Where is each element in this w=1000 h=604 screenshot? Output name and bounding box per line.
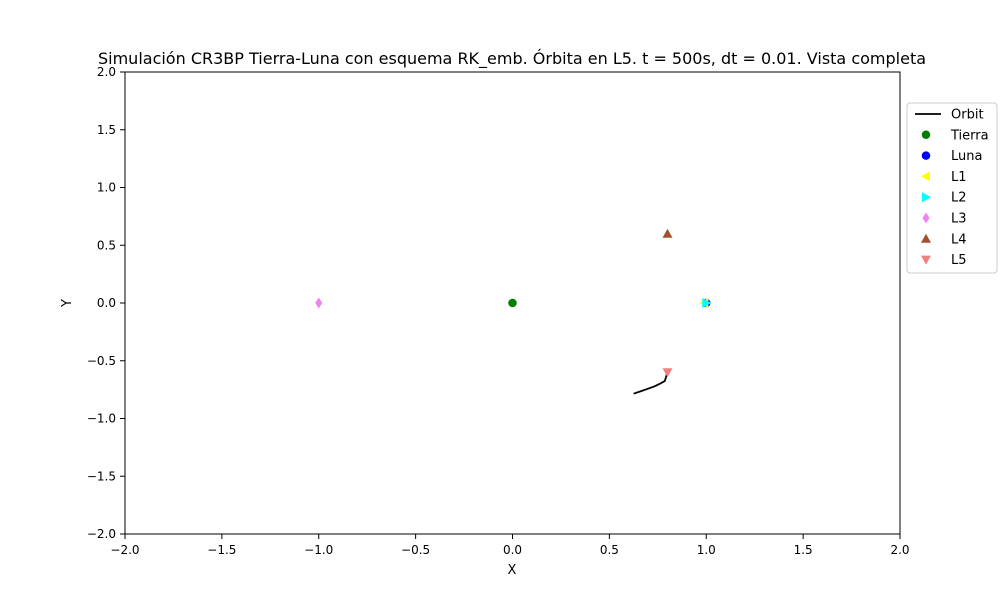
- legend-label-tierra: Tierra: [950, 128, 989, 143]
- y-tick-label: −1.0: [87, 412, 116, 426]
- x-tick-label: 1.0: [697, 543, 716, 557]
- y-tick-label: 1.5: [97, 123, 116, 137]
- x-axis-label: X: [508, 563, 517, 578]
- y-tick-label: −2.0: [87, 527, 116, 541]
- x-tick-label: 0.0: [503, 543, 522, 557]
- point-l5: [662, 368, 673, 378]
- y-tick-label: −0.5: [87, 354, 116, 368]
- legend-label-l2: L2: [951, 191, 967, 206]
- orbit-layer: [633, 372, 669, 395]
- points-layer: [315, 228, 712, 378]
- y-tick-label: 0.5: [97, 238, 116, 252]
- legend-swatch-l4: [921, 233, 931, 243]
- legend-swatch-tierra: [921, 130, 931, 140]
- legend-label-l4: L4: [951, 232, 967, 247]
- legend: Orbit Tierra Luna L1 L2 L3 L4 L5: [906, 102, 998, 274]
- legend-label-orbit: Orbit: [951, 108, 984, 123]
- x-axis-ticks: −2.0 −1.5 −1.0 −0.5 0.0 0.5 1.0 1.5 2.0: [110, 534, 910, 557]
- y-axis-ticks: −2.0 −1.5 −1.0 −0.5 0.0 0.5 1.0 1.5 2.0: [87, 65, 125, 541]
- legend-swatch-l1: [921, 171, 930, 182]
- legend-label-l3: L3: [951, 212, 967, 227]
- y-tick-label: 1.0: [97, 181, 116, 195]
- chart-title: Simulación CR3BP Tierra-Luna con esquema…: [98, 49, 926, 69]
- legend-swatch-l2: [922, 192, 931, 203]
- legend-swatch-l3: [922, 212, 930, 224]
- point-l4: [662, 228, 673, 238]
- y-tick-label: 0.0: [97, 296, 116, 310]
- x-tick-label: −1.0: [304, 543, 333, 557]
- y-tick-label: −1.5: [87, 469, 116, 483]
- point-l2: [702, 298, 712, 308]
- point-tierra: [508, 298, 517, 308]
- y-tick-label: 2.0: [97, 65, 116, 79]
- legend-swatch-luna: [921, 151, 931, 160]
- y-axis-label: Y: [60, 299, 75, 308]
- orbit-line: [633, 372, 669, 395]
- legend-label-luna: Luna: [951, 149, 982, 164]
- legend-label-l1: L1: [951, 170, 967, 185]
- legend-label-l5: L5: [951, 253, 967, 268]
- x-tick-label: 1.5: [794, 543, 813, 557]
- x-tick-label: 0.5: [600, 543, 619, 557]
- legend-box: [906, 102, 998, 274]
- point-l3: [315, 297, 323, 309]
- legend-swatch-l5: [921, 255, 931, 265]
- x-tick-label: −0.5: [401, 543, 430, 557]
- x-tick-label: 2.0: [890, 543, 909, 557]
- x-tick-label: −2.0: [110, 543, 139, 557]
- x-tick-label: −1.5: [207, 543, 236, 557]
